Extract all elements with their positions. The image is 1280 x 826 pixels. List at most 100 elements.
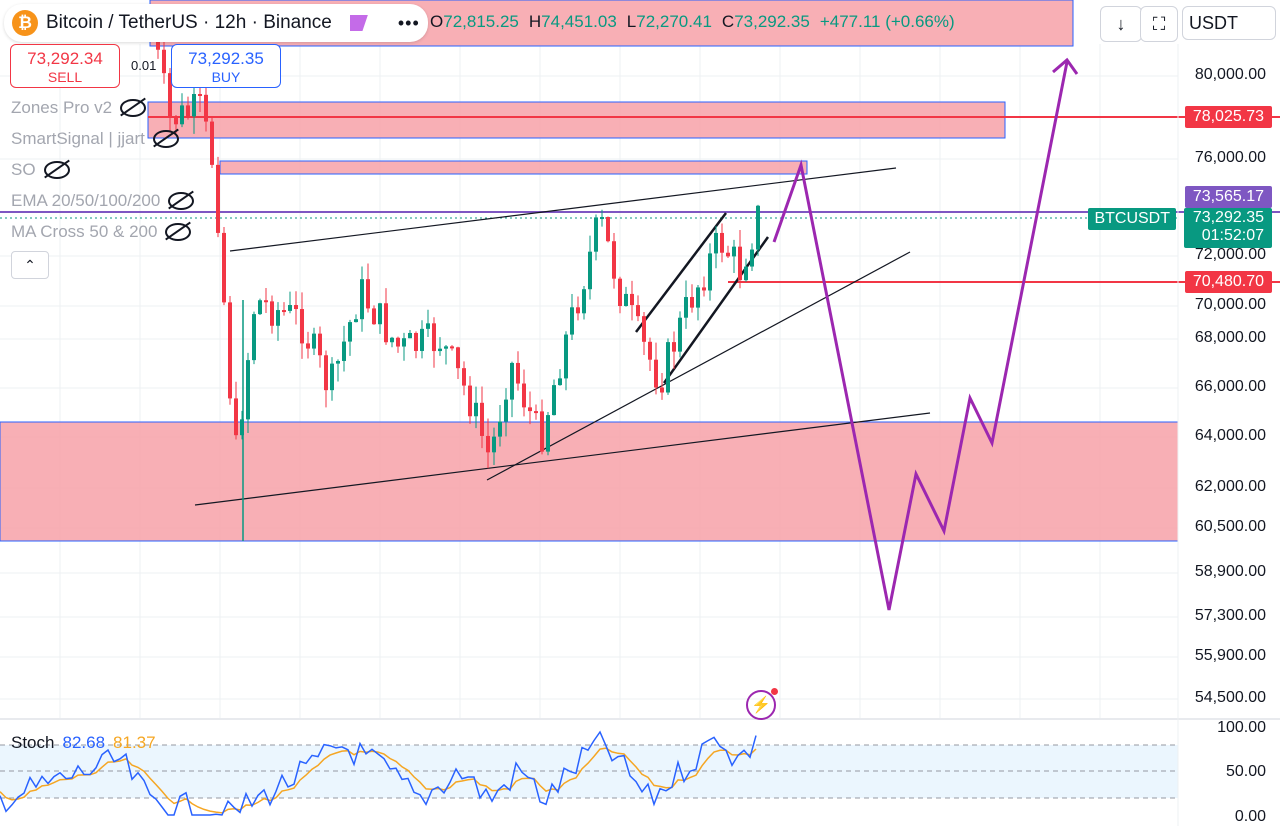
price-axis-label: 66,000.00 <box>1194 378 1266 395</box>
price-axis-label: 58,900.00 <box>1194 563 1266 580</box>
candle-body <box>660 387 664 393</box>
symbol-title[interactable]: Bitcoin / TetherUS · 12h · Binance <box>46 12 332 33</box>
candle-body <box>282 310 286 313</box>
candle-body <box>330 363 334 391</box>
candle-body <box>366 279 370 309</box>
price-axis-label: 80,000.00 <box>1194 66 1266 83</box>
candle-body <box>414 332 418 351</box>
hidden-eye-icon[interactable] <box>165 223 192 241</box>
currency-selector[interactable]: USDT <box>1182 6 1276 40</box>
indicator-ma-cross[interactable]: MA Cross 50 & 200 <box>11 222 192 242</box>
price-axis-label: 70,000.00 <box>1194 296 1266 313</box>
trend-line <box>635 212 727 333</box>
candle-body <box>738 246 742 281</box>
price-axis-label: 54,500.00 <box>1194 689 1266 706</box>
candle-body <box>750 249 754 267</box>
buy-button[interactable]: 73,292.35 BUY <box>171 44 281 88</box>
close-value: 73,292.35 <box>734 12 810 31</box>
candle-body <box>288 305 292 311</box>
candle-body <box>504 399 508 422</box>
download-button[interactable]: ↓ <box>1100 6 1142 42</box>
sell-button[interactable]: 73,292.34 SELL <box>10 44 120 88</box>
candle-body <box>162 49 166 74</box>
candle-body <box>744 266 748 281</box>
candle-body <box>300 309 304 344</box>
candle-body <box>396 337 400 347</box>
stoch-legend[interactable]: Stoch 82.68 81.37 <box>11 733 156 753</box>
stoch-k-value: 82.68 <box>62 733 106 752</box>
candle-body <box>312 333 316 349</box>
hidden-eye-icon[interactable] <box>43 161 70 179</box>
symbol-price-tag: BTCUSDT <box>1088 208 1176 230</box>
indicator-smartsignal[interactable]: SmartSignal | jjart <box>11 129 179 149</box>
candle-body <box>240 419 244 436</box>
sell-label: SELL <box>47 69 83 85</box>
candle-body <box>636 305 640 317</box>
candle-body <box>690 297 694 308</box>
hidden-eye-icon[interactable] <box>168 192 195 210</box>
buy-label: BUY <box>211 69 241 85</box>
stoch-k-line <box>0 730 757 816</box>
hidden-eye-icon[interactable] <box>120 99 147 117</box>
stoch-d-value: 81.37 <box>113 733 156 752</box>
stoch-axis-label: 50.00 <box>1225 763 1266 780</box>
price-axis-label: 62,000.00 <box>1194 478 1266 495</box>
candle-body <box>432 323 436 352</box>
candle-body <box>720 232 724 253</box>
candle-body <box>492 436 496 453</box>
indicator-zones-pro[interactable]: Zones Pro v2 <box>11 98 147 118</box>
flash-alert-icon[interactable]: ⚡ <box>746 688 778 720</box>
candle-body <box>600 217 604 220</box>
indicator-ema[interactable]: EMA 20/50/100/200 <box>11 191 195 211</box>
candle-body <box>198 94 202 97</box>
candle-body <box>222 232 226 303</box>
supply-zone-small <box>219 160 808 175</box>
collapse-legend-button[interactable]: ⌃ <box>11 251 49 279</box>
candle-body <box>726 252 730 257</box>
candle-body <box>246 360 250 420</box>
candle-body <box>342 341 346 361</box>
candle-body <box>192 94 196 117</box>
candle-body <box>570 307 574 335</box>
palette-icon[interactable] <box>349 15 368 31</box>
indicator-so[interactable]: SO <box>11 160 70 180</box>
candle-body <box>420 328 424 351</box>
candle-body <box>756 205 760 250</box>
candle-body <box>624 293 628 307</box>
currency-label: USDT <box>1189 12 1238 33</box>
candle-body <box>426 323 430 329</box>
stoch-label: Stoch <box>11 733 55 752</box>
price-axis-label: 68,000.00 <box>1194 329 1266 346</box>
stoch-axis-label: 100.00 <box>1217 719 1266 736</box>
trend-line <box>486 251 911 481</box>
candle-body <box>498 421 502 437</box>
candle-body <box>546 415 550 452</box>
candle-body <box>486 435 490 453</box>
more-options-icon[interactable]: ••• <box>397 12 420 33</box>
candle-body <box>390 337 394 343</box>
candle-body <box>594 217 598 252</box>
candle-body <box>264 300 268 303</box>
projection-arrowhead <box>1052 57 1079 75</box>
candle-body <box>606 217 610 242</box>
candle-body <box>306 343 310 349</box>
candle-body <box>444 346 448 349</box>
candle-body <box>252 314 256 361</box>
fullscreen-button[interactable]: ⛶ <box>1140 6 1178 42</box>
trend-line <box>229 167 897 252</box>
price-axis-label: 55,900.00 <box>1194 647 1266 664</box>
candle-body <box>558 378 562 386</box>
high-value: 74,451.03 <box>541 12 617 31</box>
candle-body <box>204 94 208 122</box>
trend-line <box>194 412 931 506</box>
candle-body <box>678 317 682 352</box>
candle-body <box>186 105 190 117</box>
stoch-d-line <box>0 747 757 814</box>
price-axis-label: 76,000.00 <box>1194 149 1266 166</box>
candle-body <box>696 287 700 308</box>
supply-zone <box>147 101 1006 139</box>
hidden-eye-icon[interactable] <box>152 130 179 148</box>
candle-body <box>612 241 616 279</box>
symbol-selector[interactable]: ₿ Bitcoin / TetherUS · 12h · Binance ••• <box>4 4 428 42</box>
